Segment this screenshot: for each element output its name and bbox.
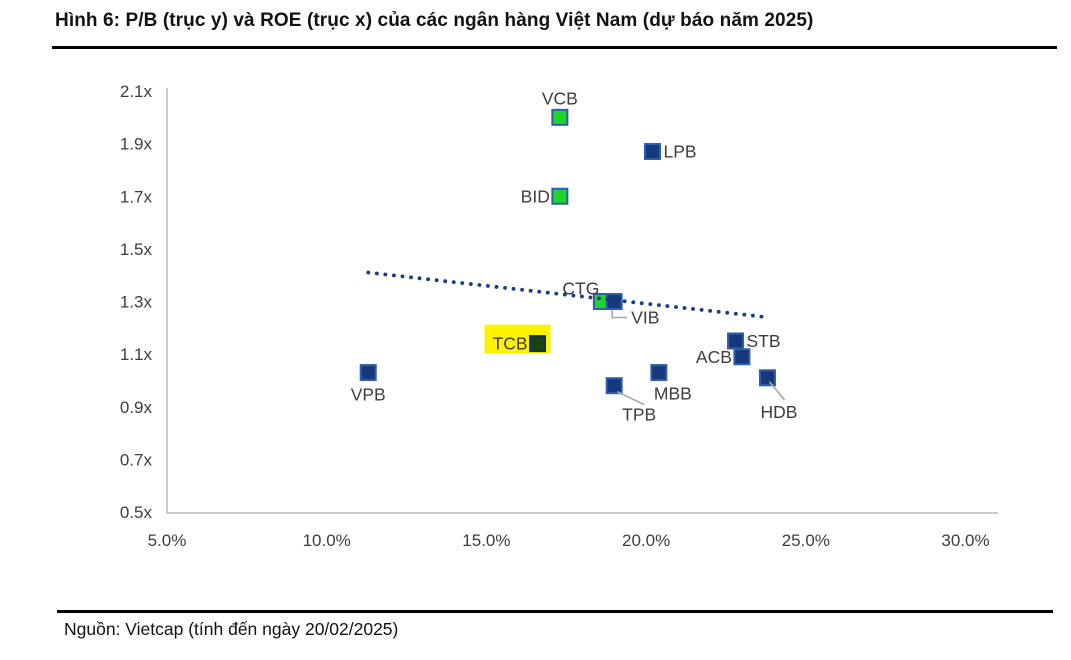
y-tick-label: 0.7x <box>120 450 153 469</box>
point-label-stb: STB <box>747 331 781 351</box>
point-label-ctg: CTG <box>562 279 599 299</box>
x-tick-label: 10.0% <box>303 531 351 550</box>
y-tick-label: 1.9x <box>120 135 153 154</box>
title-divider <box>52 46 1057 49</box>
point-label-bid: BID <box>521 186 550 206</box>
y-tick-label: 1.7x <box>120 187 153 206</box>
trendline <box>366 270 770 320</box>
source-note: Nguồn: Vietcap (tính đến ngày 20/02/2025… <box>64 619 399 639</box>
point-label-hdb: HDB <box>760 402 797 422</box>
y-tick-label: 0.5x <box>120 503 153 522</box>
x-tick-label: 30.0% <box>941 531 989 550</box>
point-acb <box>733 348 751 366</box>
leader-line <box>616 390 645 406</box>
point-lpb <box>643 143 661 161</box>
point-tpb <box>605 377 623 395</box>
x-tick-label: 25.0% <box>782 531 830 550</box>
point-hdb <box>758 369 776 387</box>
scatter-chart: 0.5x 0.7x 0.9x 1.1x 1.3x 1.5x 1.7x 1.9x 2.1x 5.0%… <box>0 55 1071 595</box>
footer-divider <box>57 610 1053 613</box>
point-label-vpb: VPB <box>351 385 386 405</box>
plot-area: 0.5x 0.7x 0.9x 1.1x 1.3x 1.5x 1.7x 1.9x 2.1x 5.0%… <box>120 82 998 550</box>
point-vib <box>605 293 623 310</box>
point-label-mbb: MBB <box>654 384 692 404</box>
x-tick-label: 15.0% <box>462 531 510 550</box>
point-label-vcb: VCB <box>542 88 578 108</box>
point-label-acb: ACB <box>696 347 732 367</box>
point-vpb <box>359 364 377 382</box>
point-label-vib: VIB <box>631 308 659 328</box>
point-label-lpb: LPB <box>663 142 696 162</box>
leader-line <box>768 381 786 401</box>
point-mbb <box>650 364 668 382</box>
x-tick-label: 5.0% <box>148 531 187 550</box>
point-vcb <box>551 108 569 126</box>
x-tick-label: 20.0% <box>622 531 670 550</box>
figure-title: Hình 6: P/B (trục y) và ROE (trục x) của… <box>55 10 814 31</box>
leader-line <box>611 309 628 319</box>
y-tick-label: 1.3x <box>120 293 153 312</box>
point-bid <box>551 187 569 205</box>
y-tick-label: 2.1x <box>120 82 153 101</box>
point-label-tcb: TCB <box>493 334 528 354</box>
y-tick-label: 1.1x <box>120 345 153 364</box>
y-tick-label: 0.9x <box>120 398 153 417</box>
point-tcb <box>529 335 547 353</box>
point-label-tpb: TPB <box>622 405 656 425</box>
y-tick-label: 1.5x <box>120 240 153 259</box>
